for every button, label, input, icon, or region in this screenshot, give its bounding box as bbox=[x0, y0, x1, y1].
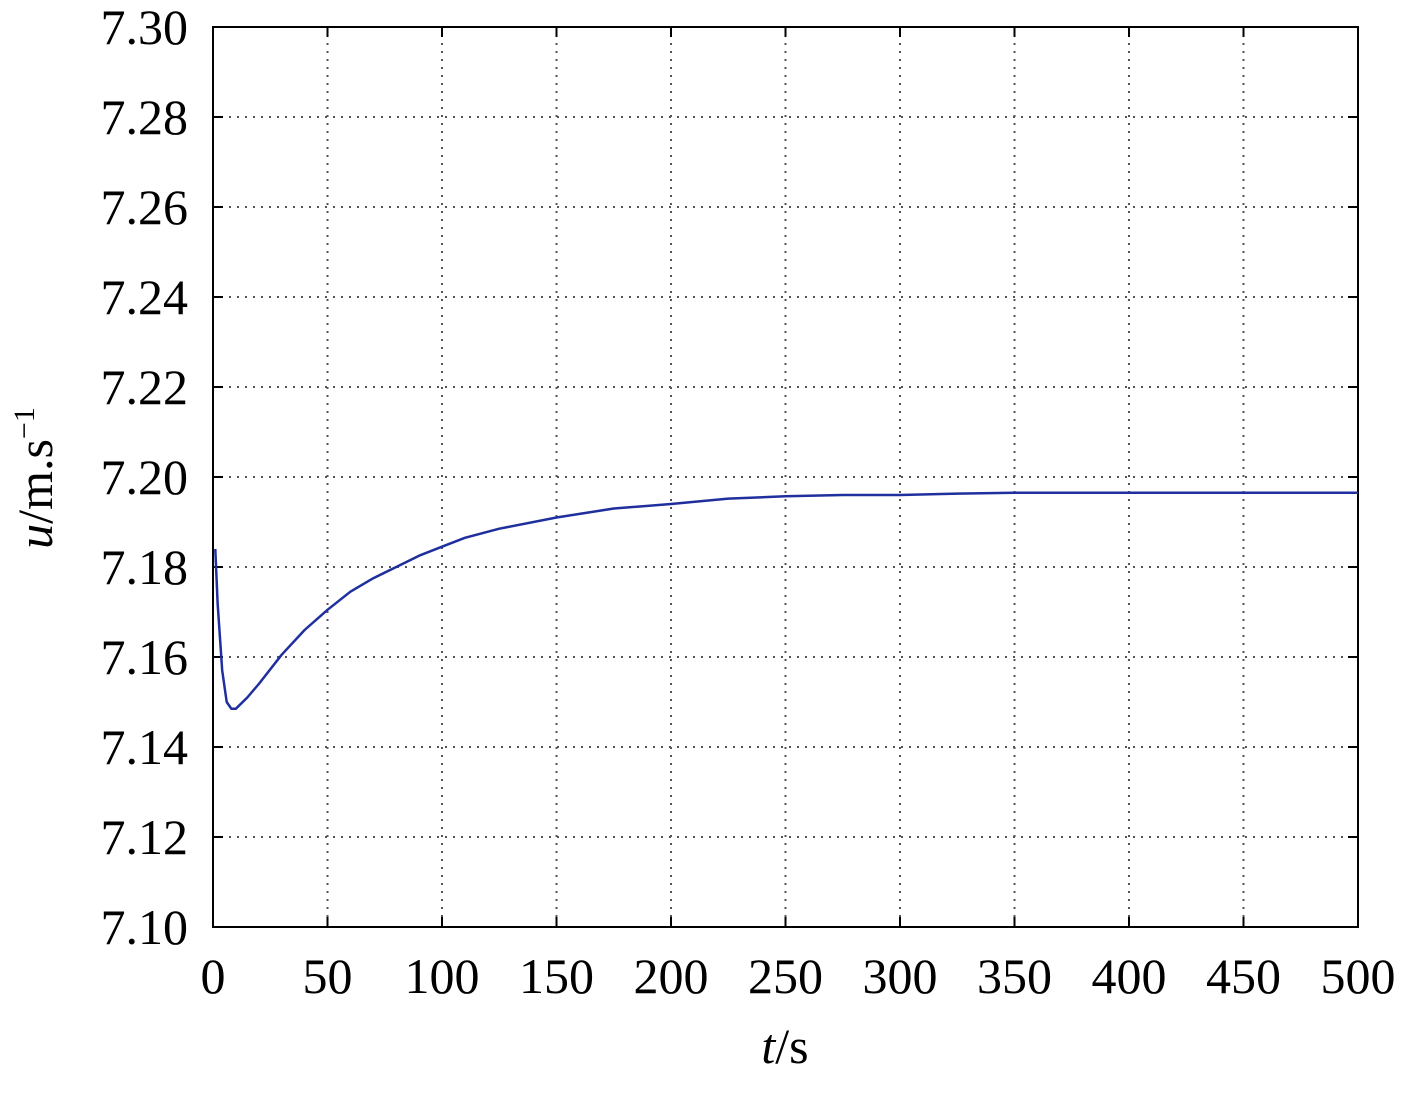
y-axis-label: u/m.s−1 bbox=[7, 407, 63, 549]
tick-marks bbox=[212, 26, 1359, 928]
y-axis-unit: /m.s bbox=[7, 439, 63, 524]
x-axis-variable: t bbox=[761, 1018, 776, 1074]
y-tick-label: 7.28 bbox=[101, 89, 189, 145]
x-tick-label: 350 bbox=[977, 948, 1052, 1004]
x-axis-label: t/s bbox=[761, 1018, 808, 1074]
x-tick-label: 250 bbox=[748, 948, 823, 1004]
y-tick-label: 7.14 bbox=[101, 719, 189, 775]
y-tick-labels: 7.10 7.12 7.14 7.16 7.18 7.20 7.22 7.24 7.26 7.28… bbox=[101, 0, 189, 955]
x-tick-label: 100 bbox=[405, 948, 480, 1004]
x-tick-label: 500 bbox=[1321, 948, 1396, 1004]
y-tick-label: 7.26 bbox=[101, 179, 189, 235]
x-tick-label: 400 bbox=[1092, 948, 1167, 1004]
y-tick-label: 7.24 bbox=[101, 269, 189, 325]
series-group bbox=[214, 491, 1358, 710]
y-axis-variable: u bbox=[7, 524, 63, 549]
x-tick-labels: 0 50 100 150 200 250 300 350 400 450 500 bbox=[201, 948, 1396, 1004]
y-tick-label: 7.10 bbox=[101, 899, 189, 955]
x-tick-label: 200 bbox=[634, 948, 709, 1004]
x-tick-label: 150 bbox=[519, 948, 594, 1004]
y-tick-label: 7.18 bbox=[101, 539, 189, 595]
y-tick-label: 7.12 bbox=[101, 809, 189, 865]
y-axis-unit-exponent: −1 bbox=[8, 407, 41, 439]
y-tick-label: 7.22 bbox=[101, 359, 189, 415]
y-tick-label: 7.16 bbox=[101, 629, 189, 685]
grid bbox=[213, 27, 1358, 927]
x-tick-label: 450 bbox=[1206, 948, 1281, 1004]
x-tick-label: 300 bbox=[863, 948, 938, 1004]
x-axis-unit: /s bbox=[775, 1018, 808, 1074]
y-tick-label: 7.30 bbox=[101, 0, 189, 55]
x-tick-label: 0 bbox=[201, 948, 226, 1004]
y-tick-label: 7.20 bbox=[101, 449, 189, 505]
x-tick-label: 50 bbox=[303, 948, 353, 1004]
series-line bbox=[214, 491, 1358, 710]
